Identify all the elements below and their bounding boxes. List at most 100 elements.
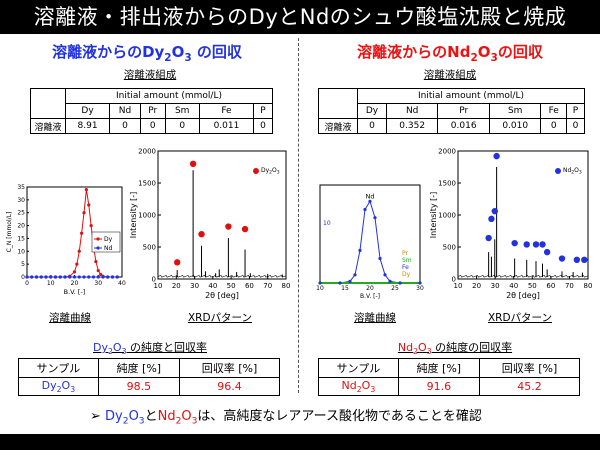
xrd-baseline xyxy=(457,275,589,278)
series-point-dy xyxy=(80,231,84,235)
series-point-dy xyxy=(84,187,88,192)
y-tick-label: 2000 xyxy=(438,148,456,156)
col-p: P xyxy=(253,103,273,119)
series-point-nd xyxy=(63,275,67,279)
series-point-dy xyxy=(96,268,100,273)
xrd-marker xyxy=(493,152,500,160)
series-point-nd xyxy=(418,281,422,285)
col-dy: Dy xyxy=(357,103,387,119)
x-tick-label: 40 xyxy=(118,280,126,287)
xrd-marker xyxy=(511,239,518,247)
x-tick-label: 10 xyxy=(454,282,463,290)
xrd-marker xyxy=(543,248,551,256)
bullet-icon: ➢ xyxy=(90,409,101,424)
xrd-marker xyxy=(491,207,498,215)
series-point-nd xyxy=(110,275,115,279)
series-point-nd xyxy=(115,275,119,279)
y-tick-label: 20 xyxy=(17,223,25,230)
xrd-marker xyxy=(573,256,581,263)
xrd-marker xyxy=(485,234,492,242)
x-tick-label: 20 xyxy=(172,282,181,290)
header-sample: サンプル xyxy=(318,358,399,378)
right-section-title: 溶離液からのNd2O3の回収 xyxy=(357,43,543,64)
x-tick-label: 15 xyxy=(341,285,349,292)
col-nd: Nd xyxy=(109,103,141,119)
xrd-marker xyxy=(581,256,588,263)
x-tick-label: 0 xyxy=(25,280,29,287)
legend-label: Dy xyxy=(402,271,411,278)
x-axis-label: 2θ [deg] xyxy=(506,291,540,300)
series-point-nd xyxy=(34,275,39,279)
cell-sm: 0.010 xyxy=(488,118,542,134)
xrd-marker xyxy=(532,241,540,248)
x-tick-label: 80 xyxy=(584,282,593,290)
cell-fe: 0.011 xyxy=(198,118,255,134)
series-point-dy xyxy=(99,272,103,277)
col-nd: Nd xyxy=(385,103,439,119)
series-point-nd xyxy=(91,275,96,279)
cell-p: 0 xyxy=(565,118,586,134)
series-point-dy xyxy=(87,203,91,207)
y-axis-label: C_N [mmol/L] xyxy=(6,212,13,253)
x-axis-label: 2θ [deg] xyxy=(205,291,239,300)
xrd-baseline xyxy=(157,275,287,278)
x-tick-label: 10 xyxy=(316,285,324,292)
series-point-nd xyxy=(358,248,362,252)
cell-nd: 0.352 xyxy=(385,118,439,134)
x-tick-label: 70 xyxy=(565,282,574,290)
series-point-dy xyxy=(75,262,79,266)
y-marker-label: 10 xyxy=(323,220,331,227)
col-pr: Pr xyxy=(437,103,490,119)
x-tick-label: 30 xyxy=(94,280,102,287)
x-tick-label: 30 xyxy=(190,282,199,290)
y-tick-label: 500 xyxy=(443,244,456,252)
page-title: 溶離液・排出液からのDyとNdのシュウ酸塩沈殿と焼成 xyxy=(0,0,600,34)
y-axis-label: Intensity [-] xyxy=(129,192,138,239)
right-elution-label: 溶離曲線 xyxy=(354,312,396,324)
right-composition-label: 溶離液組成 xyxy=(423,69,477,81)
legend-label: Pr xyxy=(402,250,409,257)
series-point-nd xyxy=(30,275,34,279)
sample-name: Nd2O3 xyxy=(318,376,399,397)
header-recovery: 回収率 [%] xyxy=(478,358,581,378)
legend-label: Dy xyxy=(104,236,113,243)
xrd-marker xyxy=(198,231,205,238)
y-tick-label: 0 xyxy=(452,276,456,284)
series-point-nd xyxy=(398,281,402,285)
left-xrd-label: XRDパターン xyxy=(187,312,253,324)
cell-sm: 0 xyxy=(164,118,200,134)
header-purity: 純度 [%] xyxy=(97,358,180,378)
y-tick-label: 1000 xyxy=(138,212,156,220)
xrd-marker xyxy=(558,255,566,262)
x-tick-label: 30 xyxy=(416,285,424,292)
x-tick-label: 60 xyxy=(245,282,254,290)
series-point-nd xyxy=(87,275,91,279)
legend-label: Sm xyxy=(402,257,412,264)
y-tick-label: 25 xyxy=(17,210,25,217)
series-point-nd xyxy=(82,275,86,279)
center-divider xyxy=(298,38,299,393)
series-point-dy xyxy=(94,259,98,264)
series-point-dy xyxy=(82,211,86,215)
purity-value: 91.6 xyxy=(397,376,480,397)
xrd-marker xyxy=(174,259,181,266)
left-elution-label: 溶離曲線 xyxy=(49,312,91,324)
left-xrd-chart: 10 20 30 40 50 60 70 80 0 500 1000 1500 2000 2θ [deg]… xyxy=(129,148,291,301)
left-section-title: 溶離液からのDy2O3 の回収 xyxy=(52,43,242,64)
x-tick-label: 40 xyxy=(509,282,518,290)
legend-label: Nd2O3 xyxy=(563,167,582,176)
y-tick-label: 0 xyxy=(21,274,25,281)
xrd-marker xyxy=(488,215,495,223)
series-point-nd xyxy=(68,275,72,279)
series-point-nd xyxy=(39,275,43,279)
x-tick-label: 20 xyxy=(472,282,481,290)
series-point-nd xyxy=(383,273,387,277)
series-point-nd xyxy=(58,275,62,279)
x-tick-label: 80 xyxy=(282,282,291,290)
series-point-nd xyxy=(25,275,29,279)
header-sample: サンプル xyxy=(18,358,99,378)
series-point-dy xyxy=(89,223,93,228)
x-tick-label: 20 xyxy=(71,280,79,287)
col-fe: Fe xyxy=(540,103,567,119)
recovery-value: 45.2 xyxy=(478,376,581,397)
